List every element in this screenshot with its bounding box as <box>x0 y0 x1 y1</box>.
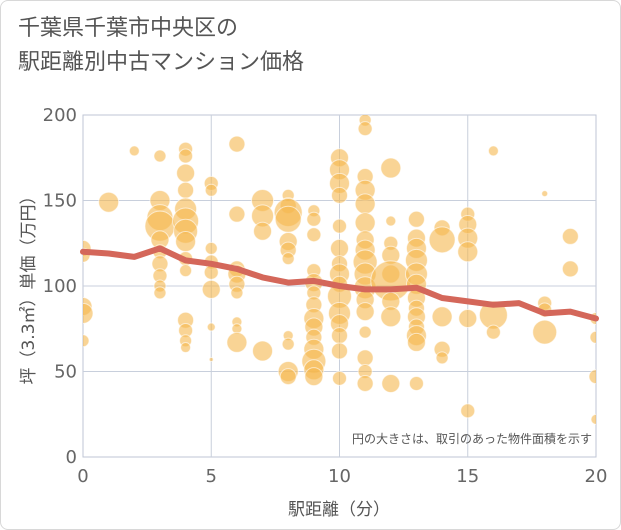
data-bubble <box>208 357 214 363</box>
y-axis-title: 坪（3.3㎡）単価（万円） <box>19 187 39 384</box>
data-bubble <box>253 221 273 241</box>
data-bubble <box>306 211 322 227</box>
data-bubble <box>356 349 374 367</box>
data-bubble <box>98 191 120 213</box>
data-bubble <box>588 369 596 385</box>
data-bubble <box>274 205 302 233</box>
data-bubble <box>485 324 501 340</box>
data-bubble <box>358 325 372 339</box>
data-bubble <box>332 218 347 234</box>
data-bubble <box>306 227 322 243</box>
data-bubble <box>332 370 347 386</box>
data-bubble <box>204 241 218 255</box>
y-tick-label: 0 <box>66 447 77 468</box>
data-bubble <box>153 286 167 300</box>
data-bubble <box>431 306 453 328</box>
data-bubble <box>380 306 402 328</box>
data-bubble <box>304 367 324 387</box>
y-tick-label: 100 <box>43 276 77 297</box>
data-bubble <box>589 330 596 344</box>
data-bubble <box>279 368 297 386</box>
data-bubble <box>408 375 424 391</box>
chart-title-line-2: 駅距離別中古マンション価格 <box>18 50 305 75</box>
data-bubble <box>561 260 579 278</box>
data-bubble <box>331 186 348 204</box>
data-bubble <box>357 121 373 137</box>
data-bubble <box>355 302 375 322</box>
y-axis-ticks: 0 50 100 150 200 <box>43 105 77 468</box>
data-bubble <box>281 252 295 266</box>
data-bubble <box>201 279 221 299</box>
data-bubble <box>406 332 426 352</box>
data-bubble <box>281 337 295 351</box>
data-bubble <box>487 145 499 157</box>
data-bubble <box>252 340 274 362</box>
data-bubble <box>541 190 549 198</box>
x-tick-label: 20 <box>585 466 608 487</box>
y-tick-label: 150 <box>43 191 77 212</box>
data-bubble <box>176 163 196 183</box>
data-bubble <box>128 145 140 157</box>
data-bubble <box>226 331 248 353</box>
data-bubble <box>356 374 374 392</box>
size-annotation: 円の大きさは、取引のあった物件面積を示す <box>352 431 592 446</box>
y-tick-label: 50 <box>54 362 77 383</box>
data-bubble <box>428 226 456 254</box>
x-tick-label: 0 <box>77 466 88 487</box>
data-bubble <box>330 238 349 258</box>
data-bubble <box>180 342 192 354</box>
x-axis-ticks: 0 5 10 15 20 <box>77 466 607 487</box>
data-bubble <box>153 149 167 163</box>
data-bubble <box>381 373 401 393</box>
x-tick-label: 10 <box>328 466 351 487</box>
data-bubble <box>354 212 376 234</box>
data-bubble <box>83 334 90 348</box>
data-bubble <box>354 193 376 215</box>
data-bubble <box>230 286 244 300</box>
chart-title-line-1: 千葉県千葉市中央区の <box>18 16 239 41</box>
x-tick-label: 15 <box>456 466 479 487</box>
data-bubble <box>331 327 348 345</box>
data-bubble <box>590 413 596 425</box>
data-bubble <box>561 227 579 245</box>
data-bubble <box>228 135 246 153</box>
data-bubble <box>178 148 194 164</box>
data-bubble <box>385 215 397 227</box>
data-bubble <box>179 264 193 278</box>
chart-title: 千葉県千葉市中央区の 駅距離別中古マンション価格 <box>18 12 304 80</box>
data-bubble <box>204 183 218 197</box>
data-bubble <box>83 302 94 324</box>
data-bubble <box>228 205 246 223</box>
data-bubble <box>407 210 425 228</box>
data-bubble <box>532 319 558 345</box>
data-bubble <box>458 308 478 328</box>
data-bubble <box>175 231 197 253</box>
data-bubble <box>206 322 216 332</box>
data-bubble <box>457 241 479 263</box>
data-bubble <box>177 181 195 199</box>
data-bubble <box>435 351 449 365</box>
x-tick-label: 5 <box>206 466 217 487</box>
x-axis-title: 駅距離（分） <box>288 500 390 520</box>
y-tick-label: 200 <box>43 105 77 126</box>
trend-line <box>80 245 599 322</box>
data-bubble <box>331 342 348 360</box>
data-bubble <box>380 157 402 179</box>
data-bubble <box>460 403 476 419</box>
